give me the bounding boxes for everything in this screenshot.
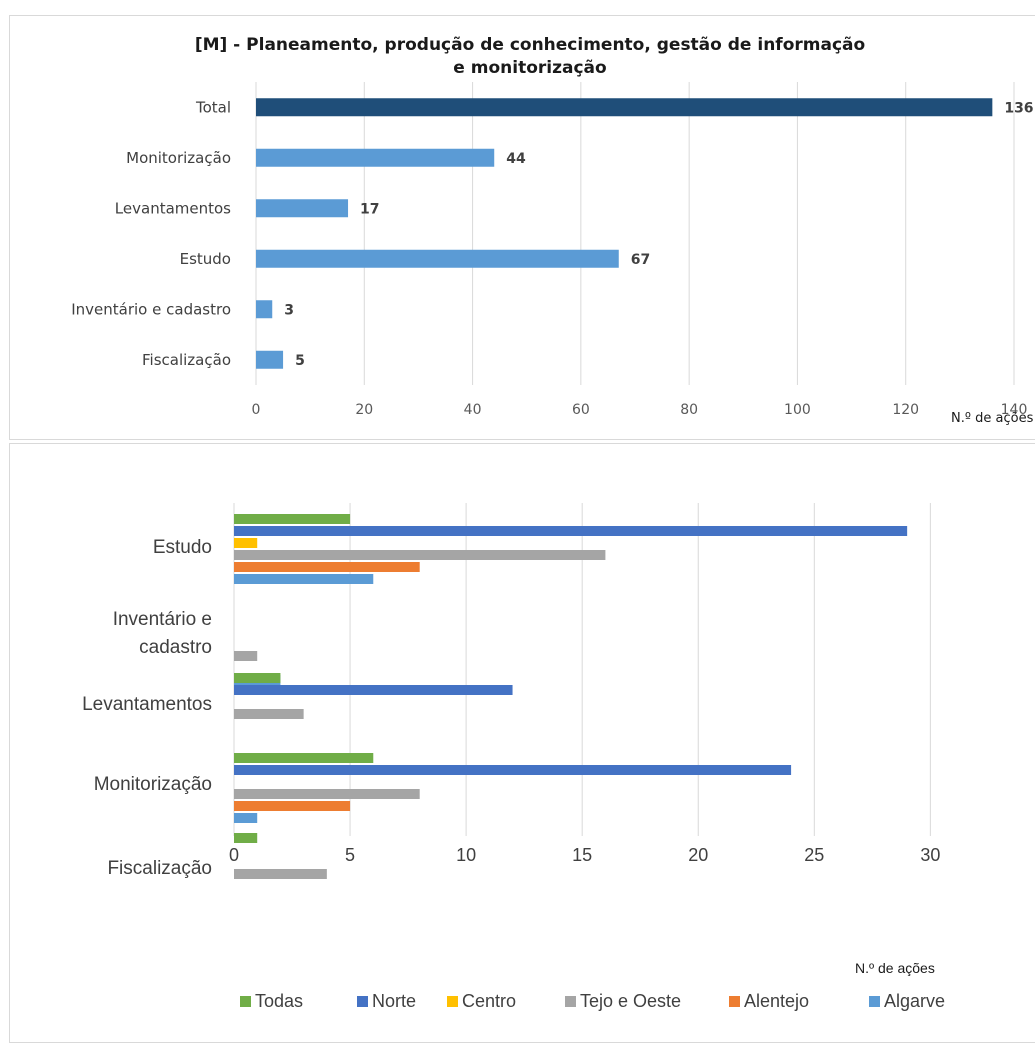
data-label: 5 bbox=[295, 353, 305, 369]
bar bbox=[234, 651, 258, 661]
legend-label: Centro bbox=[462, 991, 516, 1011]
data-label: 17 bbox=[360, 201, 379, 217]
legend-label: Todas bbox=[255, 991, 303, 1011]
bar bbox=[234, 813, 258, 823]
category-label: Levantamentos bbox=[82, 694, 212, 715]
x-tick-label: 140 bbox=[1001, 402, 1028, 418]
bar bbox=[256, 249, 619, 268]
category-label: Inventário e bbox=[113, 609, 212, 630]
bar bbox=[234, 685, 513, 695]
legend-label: Tejo e Oeste bbox=[580, 991, 681, 1011]
x-tick-label: 120 bbox=[892, 402, 919, 418]
chart-panel-bottom bbox=[9, 443, 1035, 1043]
legend-label: Algarve bbox=[884, 991, 945, 1011]
legend-swatch bbox=[240, 996, 251, 1007]
x-tick-label: 20 bbox=[688, 845, 708, 865]
chart-actions-by-type: [M] - Planeamento, produção de conhecime… bbox=[71, 35, 1034, 426]
data-label: 136 bbox=[1004, 100, 1033, 116]
bar bbox=[234, 574, 374, 584]
legend-label: Alentejo bbox=[744, 991, 809, 1011]
x-tick-label: 60 bbox=[572, 402, 590, 418]
chart-legend: Todas Norte Centro Tejo e Oeste Alentejo Alga… bbox=[240, 991, 945, 1011]
bar bbox=[234, 709, 304, 719]
bar bbox=[234, 514, 351, 524]
x-tick-label: 100 bbox=[784, 402, 811, 418]
bar bbox=[234, 550, 606, 560]
data-label: 3 bbox=[284, 302, 294, 318]
x-tick-label: 10 bbox=[456, 845, 476, 865]
category-label: Monitorização bbox=[126, 149, 231, 167]
data-label: 44 bbox=[506, 151, 526, 167]
category-label: cadastro bbox=[139, 637, 212, 658]
data-label: 67 bbox=[631, 252, 650, 268]
x-tick-label: 25 bbox=[804, 845, 824, 865]
bar bbox=[234, 538, 258, 548]
bar bbox=[234, 789, 420, 799]
bar bbox=[234, 801, 351, 811]
category-label: Estudo bbox=[180, 250, 231, 268]
legend-swatch bbox=[565, 996, 576, 1007]
bar bbox=[234, 562, 420, 572]
x-tick-label: 15 bbox=[572, 845, 592, 865]
x-tick-label: 30 bbox=[920, 845, 940, 865]
bar bbox=[256, 350, 284, 369]
x-tick-label: 5 bbox=[345, 845, 355, 865]
bar bbox=[234, 673, 281, 683]
category-label: Levantamentos bbox=[115, 199, 231, 217]
category-label: Fiscalização bbox=[107, 858, 212, 879]
category-label: Total bbox=[195, 98, 231, 116]
bar bbox=[256, 199, 349, 218]
legend-label: Norte bbox=[372, 991, 416, 1011]
category-label: Monitorização bbox=[94, 774, 212, 795]
category-label: Estudo bbox=[153, 537, 212, 558]
chart-title-line-2: e monitorização bbox=[453, 58, 606, 78]
category-label: Inventário e cadastro bbox=[71, 300, 231, 318]
bar bbox=[256, 148, 495, 167]
bar bbox=[234, 869, 327, 879]
category-label: Fiscalização bbox=[142, 351, 231, 369]
x-axis-label: N.º de ações bbox=[951, 411, 1034, 426]
x-tick-label: 40 bbox=[464, 402, 482, 418]
x-tick-label: 0 bbox=[229, 845, 239, 865]
legend-swatch bbox=[869, 996, 880, 1007]
x-tick-label: 0 bbox=[252, 402, 261, 418]
x-tick-label: 80 bbox=[680, 402, 698, 418]
legend-swatch bbox=[447, 996, 458, 1007]
bar bbox=[256, 300, 273, 319]
bar bbox=[234, 753, 374, 763]
bar bbox=[234, 833, 258, 843]
bar bbox=[234, 526, 908, 536]
legend-swatch bbox=[729, 996, 740, 1007]
chart-title-line-1: [M] - Planeamento, produção de conhecime… bbox=[195, 35, 865, 55]
x-axis-label: N.º de ações bbox=[855, 960, 935, 976]
bar bbox=[256, 98, 993, 117]
chart-panel-top bbox=[9, 15, 1035, 440]
bar bbox=[234, 765, 792, 775]
legend-swatch bbox=[357, 996, 368, 1007]
x-tick-label: 20 bbox=[355, 402, 373, 418]
